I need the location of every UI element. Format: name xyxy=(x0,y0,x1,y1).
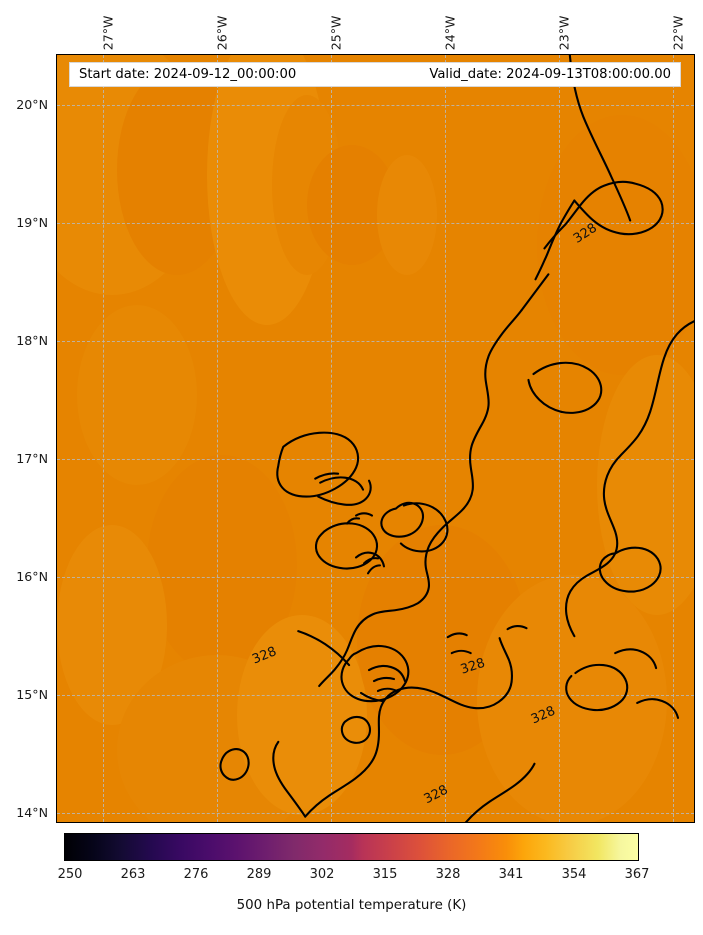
contour-label-layer: 328 328 328 328 328 xyxy=(57,55,694,822)
ytick-20n: 20°N xyxy=(16,97,48,112)
ytick-15n: 15°N xyxy=(16,687,48,702)
start-date-label: Start date: 2024-09-12_00:00:00 xyxy=(79,67,297,82)
gridline-lat-16 xyxy=(57,577,694,578)
xtick-25w: 25°W xyxy=(328,15,344,51)
xtick-26w: 26°W xyxy=(214,15,230,51)
xtick-24w: 24°W xyxy=(442,15,458,51)
gridline-lon-24 xyxy=(445,55,446,822)
gridline-lat-17 xyxy=(57,459,694,460)
gridline-lat-14 xyxy=(57,813,694,814)
gridline-lon-23 xyxy=(559,55,560,822)
cbtick-289: 289 xyxy=(246,867,272,882)
ytick-16n: 16°N xyxy=(16,569,48,584)
cbtick-328: 328 xyxy=(435,867,461,882)
colorbar-gradient xyxy=(64,833,639,861)
cbtick-263: 263 xyxy=(120,867,146,882)
gridline-lon-25 xyxy=(331,55,332,822)
colorbar-axis-label: 500 hPa potential temperature (K) xyxy=(236,898,467,913)
date-banner: Start date: 2024-09-12_00:00:00 Valid_da… xyxy=(69,62,681,87)
contour-label-328-east: 328 xyxy=(528,703,558,728)
contour-label-328-center: 328 xyxy=(458,655,487,678)
gridline-lon-26 xyxy=(217,55,218,822)
ytick-14n: 14°N xyxy=(16,805,48,820)
ytick-19n: 19°N xyxy=(16,215,48,230)
contour-label-328-south: 328 xyxy=(421,782,451,808)
cbtick-341: 341 xyxy=(498,867,524,882)
xtick-23w: 23°W xyxy=(556,15,572,51)
ytick-18n: 18°N xyxy=(16,333,48,348)
gridline-lat-20 xyxy=(57,105,694,106)
ytick-17n: 17°N xyxy=(16,451,48,466)
gridline-lon-27 xyxy=(103,55,104,822)
cbtick-250: 250 xyxy=(57,867,83,882)
gridline-lat-19 xyxy=(57,223,694,224)
gridline-lat-18 xyxy=(57,341,694,342)
cbtick-315: 315 xyxy=(372,867,398,882)
contour-label-328-midwest: 328 xyxy=(250,644,279,668)
cbtick-302: 302 xyxy=(309,867,335,882)
colorbar[interactable]: 250 263 276 289 302 315 328 341 354 367 xyxy=(58,833,649,882)
cbtick-276: 276 xyxy=(183,867,209,882)
valid-date-label: Valid_date: 2024-09-13T08:00:00.00 xyxy=(429,67,671,82)
map-axes[interactable]: 328 328 328 328 328 Start date: 2024-09-… xyxy=(56,54,695,823)
gridline-lat-15 xyxy=(57,695,694,696)
gridline-lon-22 xyxy=(673,55,674,822)
contour-label-328-north: 328 xyxy=(570,220,600,247)
graticule-gridlines xyxy=(57,55,694,822)
cbtick-367: 367 xyxy=(624,867,650,882)
cbtick-354: 354 xyxy=(561,867,587,882)
xtick-27w: 27°W xyxy=(100,15,116,51)
xtick-22w: 22°W xyxy=(670,15,686,51)
